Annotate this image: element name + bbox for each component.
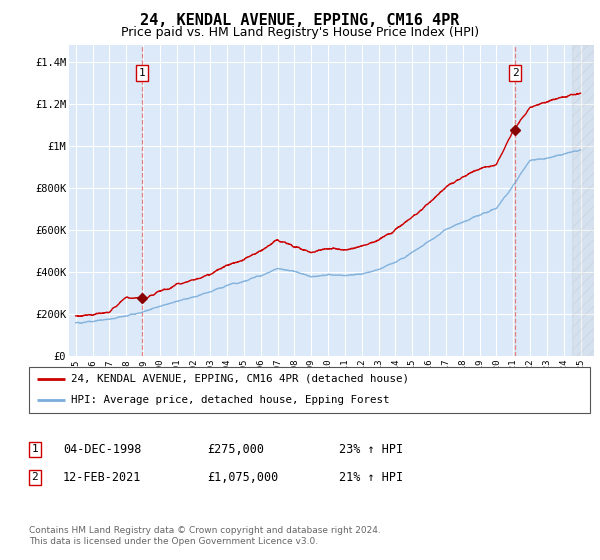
Text: 2: 2 xyxy=(31,472,38,482)
Text: £275,000: £275,000 xyxy=(207,442,264,456)
Text: £1,075,000: £1,075,000 xyxy=(207,470,278,484)
Text: 24, KENDAL AVENUE, EPPING, CM16 4PR: 24, KENDAL AVENUE, EPPING, CM16 4PR xyxy=(140,13,460,28)
Text: 24, KENDAL AVENUE, EPPING, CM16 4PR (detached house): 24, KENDAL AVENUE, EPPING, CM16 4PR (det… xyxy=(71,374,409,384)
Text: HPI: Average price, detached house, Epping Forest: HPI: Average price, detached house, Eppi… xyxy=(71,395,389,405)
FancyBboxPatch shape xyxy=(29,367,590,413)
Text: 1: 1 xyxy=(31,444,38,454)
Text: 12-FEB-2021: 12-FEB-2021 xyxy=(63,470,142,484)
Text: Price paid vs. HM Land Registry's House Price Index (HPI): Price paid vs. HM Land Registry's House … xyxy=(121,26,479,39)
Text: 23% ↑ HPI: 23% ↑ HPI xyxy=(339,442,403,456)
Bar xyxy=(572,45,598,356)
Text: 21% ↑ HPI: 21% ↑ HPI xyxy=(339,470,403,484)
Text: 2: 2 xyxy=(512,68,518,78)
Text: Contains HM Land Registry data © Crown copyright and database right 2024.
This d: Contains HM Land Registry data © Crown c… xyxy=(29,526,380,545)
Text: 1: 1 xyxy=(139,68,145,78)
Text: 04-DEC-1998: 04-DEC-1998 xyxy=(63,442,142,456)
